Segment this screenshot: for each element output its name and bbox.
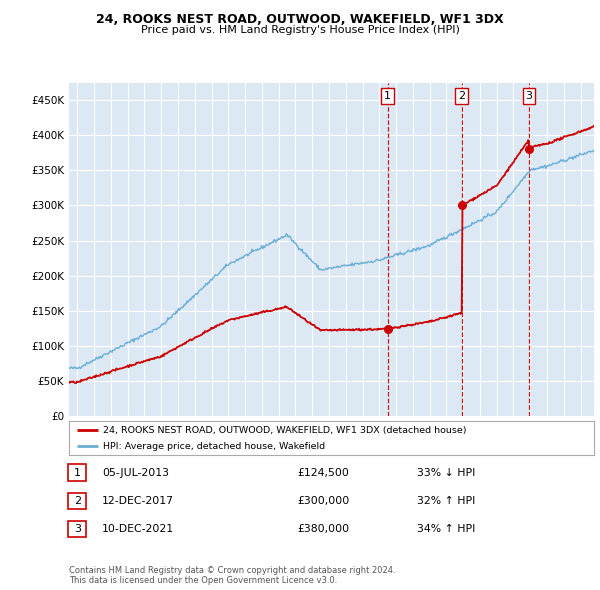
Text: 12-DEC-2017: 12-DEC-2017	[102, 496, 174, 506]
Text: 33% ↓ HPI: 33% ↓ HPI	[417, 468, 475, 477]
Text: 05-JUL-2013: 05-JUL-2013	[102, 468, 169, 477]
Text: £380,000: £380,000	[297, 525, 349, 534]
Text: 1: 1	[384, 91, 391, 101]
Text: 24, ROOKS NEST ROAD, OUTWOOD, WAKEFIELD, WF1 3DX (detached house): 24, ROOKS NEST ROAD, OUTWOOD, WAKEFIELD,…	[103, 426, 467, 435]
Text: 24, ROOKS NEST ROAD, OUTWOOD, WAKEFIELD, WF1 3DX: 24, ROOKS NEST ROAD, OUTWOOD, WAKEFIELD,…	[96, 13, 504, 26]
Text: HPI: Average price, detached house, Wakefield: HPI: Average price, detached house, Wake…	[103, 442, 325, 451]
Text: 34% ↑ HPI: 34% ↑ HPI	[417, 525, 475, 534]
Text: £300,000: £300,000	[297, 496, 349, 506]
Text: 3: 3	[526, 91, 532, 101]
Text: 2: 2	[458, 91, 466, 101]
Text: Price paid vs. HM Land Registry's House Price Index (HPI): Price paid vs. HM Land Registry's House …	[140, 25, 460, 35]
Text: £124,500: £124,500	[297, 468, 349, 477]
Text: Contains HM Land Registry data © Crown copyright and database right 2024.
This d: Contains HM Land Registry data © Crown c…	[69, 566, 395, 585]
Text: 3: 3	[74, 525, 81, 534]
Text: 1: 1	[74, 468, 81, 477]
Text: 32% ↑ HPI: 32% ↑ HPI	[417, 496, 475, 506]
Text: 10-DEC-2021: 10-DEC-2021	[102, 525, 174, 534]
Text: 2: 2	[74, 496, 81, 506]
